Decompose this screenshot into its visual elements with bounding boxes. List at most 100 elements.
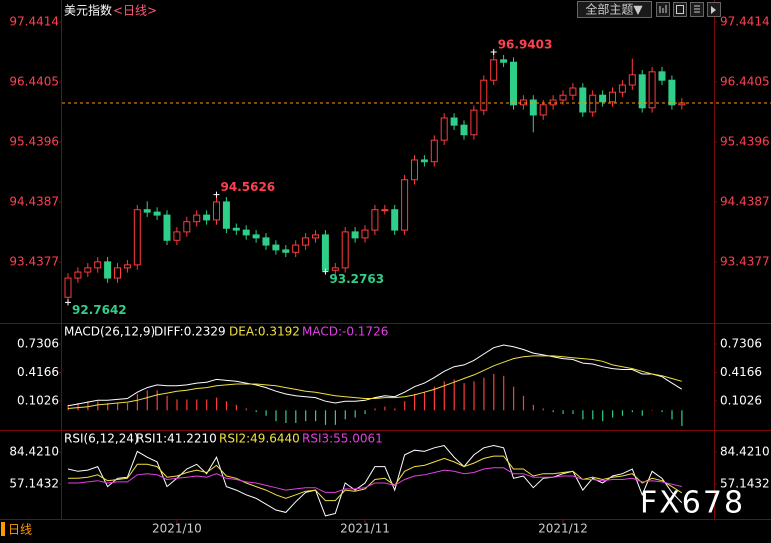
macd-bar: [285, 410, 287, 424]
y-tick-label: 57.1432: [9, 477, 59, 491]
toolbar-icon-glyph: [694, 5, 700, 13]
macd-bar: [671, 410, 673, 420]
macd-bar: [612, 410, 614, 418]
macd-bar: [681, 410, 683, 426]
period-marker: [1, 522, 5, 536]
macd-bar: [67, 404, 69, 411]
y-tick-label: 84.4210: [720, 445, 770, 459]
candle-body: [529, 99, 537, 116]
macd-bar: [255, 410, 257, 413]
macd-bar: [216, 397, 218, 411]
macd-bar: [354, 410, 356, 418]
series-line: [67, 355, 682, 409]
macd-bar: [305, 410, 307, 422]
macd-bar: [344, 410, 346, 420]
macd-bar: [146, 390, 148, 411]
candle-body: [490, 59, 498, 81]
macd-bar: [196, 399, 198, 411]
legend-entry: DEA:0.3192: [229, 325, 300, 339]
candle-body: [589, 94, 597, 113]
candle-body: [420, 159, 428, 163]
macd-bar: [443, 381, 445, 411]
y-tick-label: 96.4405: [720, 74, 770, 88]
candle-body: [628, 74, 636, 86]
macd-bar: [433, 386, 435, 411]
macd-bar: [641, 410, 643, 416]
chart-subtitle: <日线>: [113, 4, 157, 18]
candle-body: [252, 234, 260, 239]
macd-bar: [473, 381, 475, 411]
macd-bar: [503, 375, 505, 411]
series-line: [68, 455, 683, 502]
y-tick-label: 84.4210: [9, 445, 59, 459]
macd-bar: [661, 410, 663, 413]
macd-bar: [295, 410, 297, 424]
legend-entry: DIFF:0.2329: [154, 325, 226, 339]
topics-label[interactable]: 全部主题▼: [585, 2, 643, 17]
macd-bar: [483, 377, 485, 411]
candle-body: [133, 209, 141, 266]
candle-body: [292, 244, 300, 253]
candle-body: [539, 104, 547, 116]
annotation-marker: [322, 268, 329, 275]
annotation-marker: [213, 191, 220, 198]
macd-bar: [562, 410, 564, 414]
toolbar-icon-glyph: [659, 5, 667, 13]
macd-bar: [126, 403, 129, 411]
period-label[interactable]: 日线: [8, 523, 32, 537]
legend-entry: MACD:-0.1726: [302, 325, 388, 339]
candle-body: [460, 124, 468, 136]
topics-button[interactable]: [577, 1, 652, 18]
annotation: 96.9403: [498, 38, 553, 52]
y-tick-label: 0.4166: [17, 365, 59, 379]
annotation-marker: [65, 299, 71, 306]
y-tick-label: 93.4377: [9, 255, 59, 269]
macd-bar: [265, 410, 267, 416]
macd-bar: [107, 403, 109, 411]
macd-bar: [522, 395, 525, 411]
x-tick-label: 2021/11: [340, 522, 390, 536]
macd-bar: [404, 401, 406, 411]
candle-body: [440, 117, 448, 141]
series-line: [68, 467, 682, 493]
macd-bar: [117, 403, 119, 411]
macd-bar: [572, 410, 574, 414]
macd-bar: [225, 401, 228, 411]
candle-body: [272, 244, 280, 251]
macd-bar: [651, 410, 653, 411]
x-tick-label: 2021/10: [152, 522, 202, 536]
toolbar-icon[interactable]: [673, 2, 687, 17]
macd-bar: [206, 399, 208, 411]
candle-body: [173, 231, 181, 241]
candle-body: [104, 261, 112, 279]
candle-body: [480, 79, 488, 111]
annotation: 94.5626: [221, 180, 276, 194]
watermark: FX678: [640, 486, 745, 521]
chart-title: 美元指数: [64, 3, 112, 18]
macd-bar: [176, 399, 178, 411]
candle-body: [213, 201, 220, 221]
candle-body: [401, 179, 409, 231]
candle-body: [648, 71, 656, 109]
candle-body: [84, 267, 92, 273]
candle-body: [193, 214, 201, 223]
y-tick-label: 95.4396: [720, 134, 770, 148]
candle-body: [579, 87, 587, 113]
x-tick-label: 2021/12: [538, 522, 588, 536]
y-tick-label: 96.4405: [9, 74, 59, 88]
toolbar: 全部主题▼: [577, 1, 721, 18]
candle-body: [519, 99, 527, 106]
candle-body: [569, 87, 577, 96]
y-tick-label: 97.4414: [720, 14, 770, 28]
candle-body: [470, 109, 478, 136]
macd-bar: [463, 383, 465, 411]
annotation-marker: [490, 49, 497, 56]
candle-body: [74, 271, 82, 279]
macd-bar: [186, 399, 188, 411]
y-tick-label: 0.4166: [720, 365, 762, 379]
candle-body: [618, 84, 626, 93]
annotation: 92.7642: [72, 303, 127, 317]
candle-body: [559, 94, 567, 101]
